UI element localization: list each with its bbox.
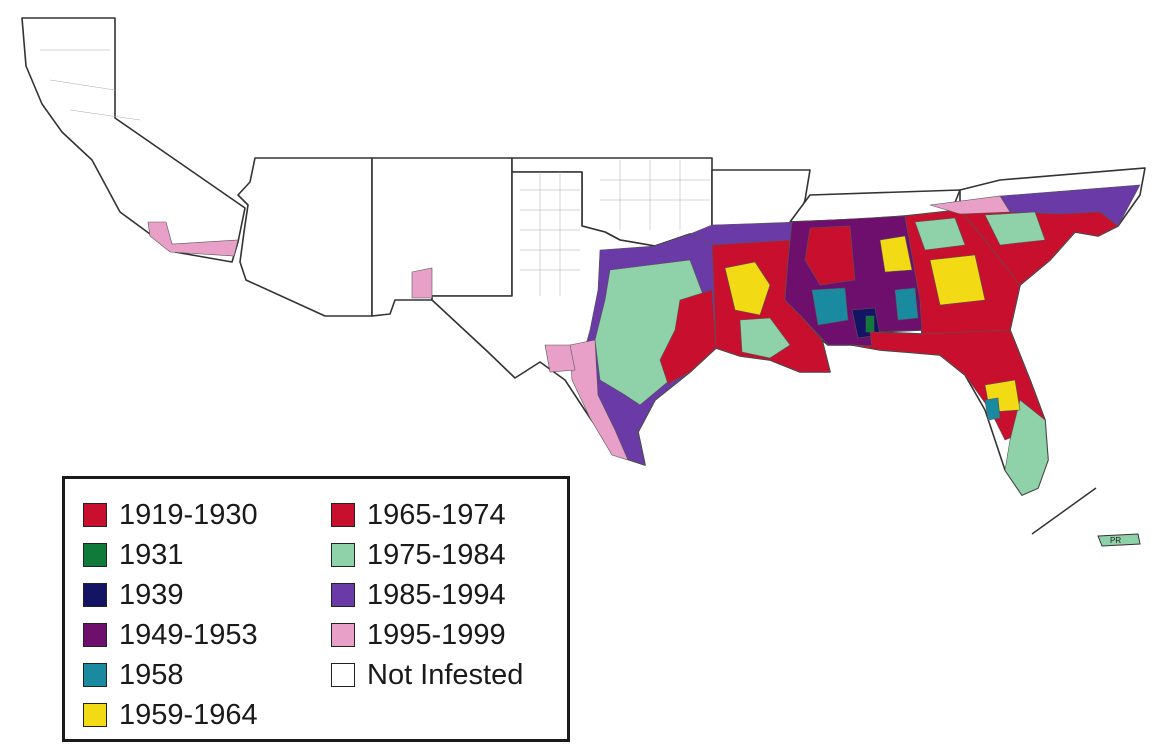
legend-swatch — [83, 543, 107, 567]
region-1965-texas — [659, 289, 717, 385]
legend-swatch — [83, 703, 107, 727]
legend-swatch — [83, 623, 107, 647]
region-1959-alabama — [879, 235, 913, 273]
legend-swatch — [331, 503, 355, 527]
region-1975-georgia — [914, 217, 966, 251]
legend-label: 1958 — [119, 658, 184, 691]
region-1931-alabama — [865, 315, 875, 333]
region-1965-mississippi — [804, 225, 856, 286]
legend-label: Not Infested — [367, 658, 524, 691]
new-mexico-outline — [371, 157, 513, 317]
legend-swatch — [331, 663, 355, 687]
legend-label: 1931 — [119, 538, 184, 571]
region-1975-louisiana — [739, 317, 791, 359]
legend-item: 1965-1974 — [331, 499, 506, 531]
arizona-outline — [237, 157, 373, 317]
region-1995-new-mexico — [411, 267, 433, 299]
legend-item: 1931 — [83, 539, 184, 571]
region-1975-florida — [1004, 399, 1049, 496]
region-1958-florida — [984, 397, 1001, 421]
puerto-rico-inset: PR — [1031, 487, 1141, 547]
legend-item: Not Infested — [331, 659, 523, 691]
legend-item: 1995-1999 — [331, 619, 506, 651]
legend-swatch — [331, 583, 355, 607]
region-1959-louisiana — [724, 261, 771, 316]
legend-item: 1939 — [83, 579, 184, 611]
legend-label: 1919-1930 — [119, 498, 258, 531]
county-grid — [40, 49, 710, 296]
region-1958-mississippi — [811, 287, 849, 326]
legend-swatch — [331, 623, 355, 647]
legend-swatch — [331, 543, 355, 567]
region-1995-texas-west — [544, 344, 576, 373]
legend-item: 1975-1984 — [331, 539, 506, 571]
region-1959-georgia — [929, 254, 986, 306]
legend-label: 1995-1999 — [367, 618, 506, 651]
legend-label: 1939 — [119, 578, 184, 611]
puerto-rico-label: PR — [1110, 536, 1121, 545]
legend-item: 1958 — [83, 659, 184, 691]
infested-regions — [147, 184, 1141, 496]
puerto-rico-shape — [1097, 533, 1141, 547]
california-outline — [21, 17, 246, 263]
legend-item: 1949-1953 — [83, 619, 258, 651]
legend-item: 1919-1930 — [83, 499, 258, 531]
legend-label: 1949-1953 — [119, 618, 258, 651]
legend-label: 1975-1984 — [367, 538, 506, 571]
legend-item: 1985-1994 — [331, 579, 506, 611]
legend-item: 1959-1964 — [83, 699, 258, 731]
region-1958-alabama — [894, 287, 919, 321]
legend-label: 1985-1994 — [367, 578, 506, 611]
legend-label: 1959-1964 — [119, 698, 258, 731]
map-legend: 1919-1930 1931 1939 1949-1953 1958 1959-1964 1… — [62, 476, 570, 742]
region-1995-texas — [569, 339, 629, 461]
legend-swatch — [83, 663, 107, 687]
region-1995-california — [147, 221, 239, 257]
legend-swatch — [83, 583, 107, 607]
legend-swatch — [83, 503, 107, 527]
region-1975-carolinas — [984, 211, 1046, 246]
region-1995-carolinas — [929, 195, 1011, 215]
legend-label: 1965-1974 — [367, 498, 506, 531]
